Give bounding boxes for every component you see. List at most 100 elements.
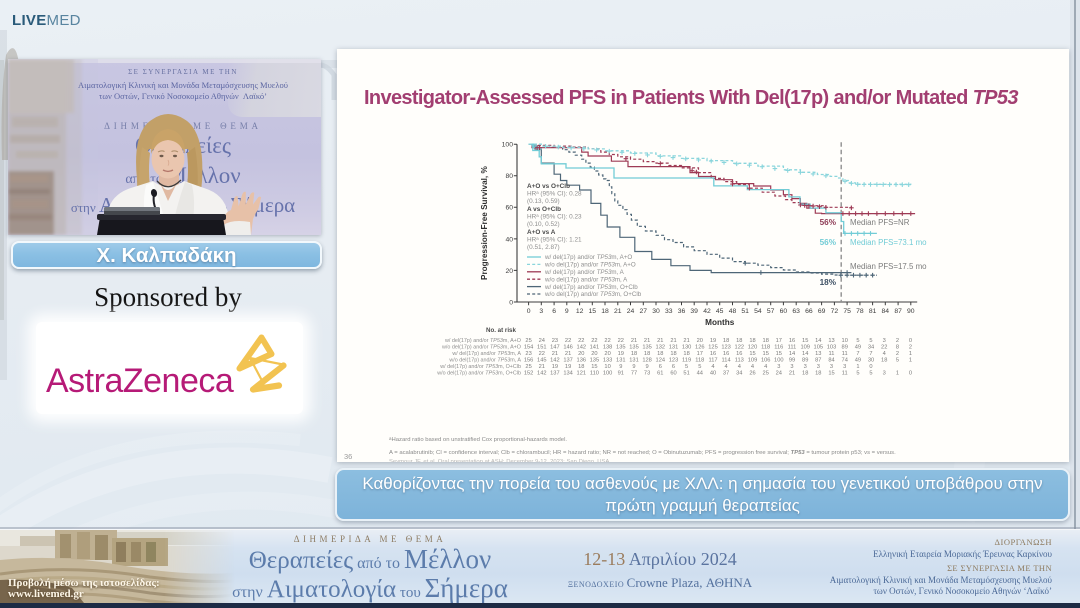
svg-text:6: 6 xyxy=(672,364,675,370)
svg-text:89: 89 xyxy=(842,345,848,351)
svg-text:4: 4 xyxy=(751,364,754,370)
svg-text:146: 146 xyxy=(563,345,573,351)
svg-text:9: 9 xyxy=(646,364,649,370)
svg-text:128: 128 xyxy=(642,358,652,364)
svg-text:Median PFS=73.1 mo: Median PFS=73.1 mo xyxy=(850,238,927,247)
svg-text:(0.13, 0.59): (0.13, 0.59) xyxy=(527,198,560,205)
svg-text:21: 21 xyxy=(539,364,545,370)
svg-text:27: 27 xyxy=(640,308,648,315)
svg-text:137: 137 xyxy=(550,371,560,377)
svg-text:11: 11 xyxy=(842,351,848,357)
svg-text:A+O vs A: A+O vs A xyxy=(527,229,556,236)
svg-text:A = acalabrutinib; CI = confid: A = acalabrutinib; CI = confidence inter… xyxy=(389,450,896,456)
svg-text:2: 2 xyxy=(909,345,912,351)
svg-text:18: 18 xyxy=(657,351,663,357)
svg-text:136: 136 xyxy=(577,358,587,364)
svg-text:24: 24 xyxy=(539,338,545,344)
svg-text:25: 25 xyxy=(525,364,531,370)
svg-text:20: 20 xyxy=(505,268,513,275)
svg-text:18: 18 xyxy=(749,338,755,344)
svg-text:19: 19 xyxy=(565,364,571,370)
svg-text:40: 40 xyxy=(505,236,513,243)
svg-text:87: 87 xyxy=(815,358,821,364)
svg-text:60: 60 xyxy=(670,371,676,377)
svg-text:9: 9 xyxy=(619,364,622,370)
svg-text:0: 0 xyxy=(509,299,513,306)
svg-text:6: 6 xyxy=(659,364,662,370)
svg-text:w/ del(17p) and/or TP53m, O+Cl: w/ del(17p) and/or TP53m, O+Clb xyxy=(439,364,521,370)
svg-text:131: 131 xyxy=(616,358,626,364)
svg-text:142: 142 xyxy=(550,358,560,364)
svg-text:7: 7 xyxy=(856,351,859,357)
svg-text:18: 18 xyxy=(815,371,821,377)
svg-text:7: 7 xyxy=(869,351,872,357)
svg-text:77: 77 xyxy=(631,371,637,377)
svg-text:117: 117 xyxy=(708,358,717,364)
svg-text:109: 109 xyxy=(800,345,810,351)
svg-text:w/o del(17p) and/or TP53m, A: w/o del(17p) and/or TP53m, A xyxy=(544,276,628,283)
svg-text:9: 9 xyxy=(565,308,569,315)
svg-text:12: 12 xyxy=(576,308,584,315)
svg-text:1: 1 xyxy=(896,371,899,377)
svg-text:137: 137 xyxy=(563,358,573,364)
svg-text:1: 1 xyxy=(909,358,912,364)
svg-text:w/o del(17p) and/or TP53m, A: w/o del(17p) and/or TP53m, A xyxy=(448,358,521,364)
svg-text:123: 123 xyxy=(669,358,679,364)
svg-text:145: 145 xyxy=(537,358,547,364)
svg-text:A vs O+Clb: A vs O+Clb xyxy=(527,206,561,213)
svg-text:113: 113 xyxy=(735,358,744,364)
svg-text:20: 20 xyxy=(578,351,584,357)
svg-text:103: 103 xyxy=(827,345,837,351)
svg-text:18: 18 xyxy=(763,338,769,344)
svg-text:36: 36 xyxy=(678,308,686,315)
svg-text:0: 0 xyxy=(869,364,872,370)
svg-text:Median PFS=17.5 mo: Median PFS=17.5 mo xyxy=(850,262,927,271)
svg-text:4: 4 xyxy=(738,364,741,370)
svg-text:20: 20 xyxy=(697,338,703,344)
svg-text:A+O vs O+Clb: A+O vs O+Clb xyxy=(527,183,570,190)
svg-text:66: 66 xyxy=(805,308,813,315)
svg-text:119: 119 xyxy=(682,358,691,364)
svg-text:16: 16 xyxy=(736,351,742,357)
svg-text:17: 17 xyxy=(776,338,782,344)
svg-text:33: 33 xyxy=(665,308,673,315)
svg-text:2: 2 xyxy=(896,351,899,357)
svg-text:142: 142 xyxy=(537,371,547,377)
svg-text:118: 118 xyxy=(695,358,704,364)
svg-text:49: 49 xyxy=(855,345,861,351)
svg-text:37: 37 xyxy=(723,371,729,377)
svg-text:74: 74 xyxy=(842,358,848,364)
svg-text:0: 0 xyxy=(909,371,912,377)
svg-text:w/o del(17p) and/or TP53m, A+O: w/o del(17p) and/or TP53m, A+O xyxy=(441,345,521,351)
svg-text:3: 3 xyxy=(817,364,820,370)
svg-text:133: 133 xyxy=(603,358,613,364)
svg-text:120: 120 xyxy=(748,345,758,351)
svg-text:19: 19 xyxy=(618,351,624,357)
svg-text:111: 111 xyxy=(788,345,797,351)
svg-text:16: 16 xyxy=(789,338,795,344)
svg-text:89: 89 xyxy=(802,358,808,364)
svg-text:73: 73 xyxy=(644,371,650,377)
svg-text:19: 19 xyxy=(710,338,716,344)
svg-text:123: 123 xyxy=(721,345,731,351)
svg-text:11: 11 xyxy=(829,351,835,357)
svg-text:6: 6 xyxy=(552,308,556,315)
svg-text:106: 106 xyxy=(761,358,771,364)
svg-text:21: 21 xyxy=(631,338,637,344)
svg-text:AstraZeneca: AstraZeneca xyxy=(46,362,234,400)
svg-text:(0.51, 2.87): (0.51, 2.87) xyxy=(527,244,560,251)
svg-text:34: 34 xyxy=(736,371,742,377)
svg-text:147: 147 xyxy=(550,345,560,351)
svg-text:23: 23 xyxy=(525,351,531,357)
svg-text:4: 4 xyxy=(725,364,728,370)
svg-text:21: 21 xyxy=(683,338,689,344)
svg-text:22: 22 xyxy=(539,351,545,357)
svg-text:22: 22 xyxy=(604,338,610,344)
svg-text:aHazard ratio based on unstrat: aHazard ratio based on unstratified Cox … xyxy=(389,436,567,443)
svg-text:121: 121 xyxy=(577,371,587,377)
svg-text:1: 1 xyxy=(909,351,912,357)
svg-text:17: 17 xyxy=(697,351,703,357)
svg-text:18: 18 xyxy=(736,338,742,344)
svg-text:18: 18 xyxy=(631,351,637,357)
svg-text:110: 110 xyxy=(590,371,599,377)
